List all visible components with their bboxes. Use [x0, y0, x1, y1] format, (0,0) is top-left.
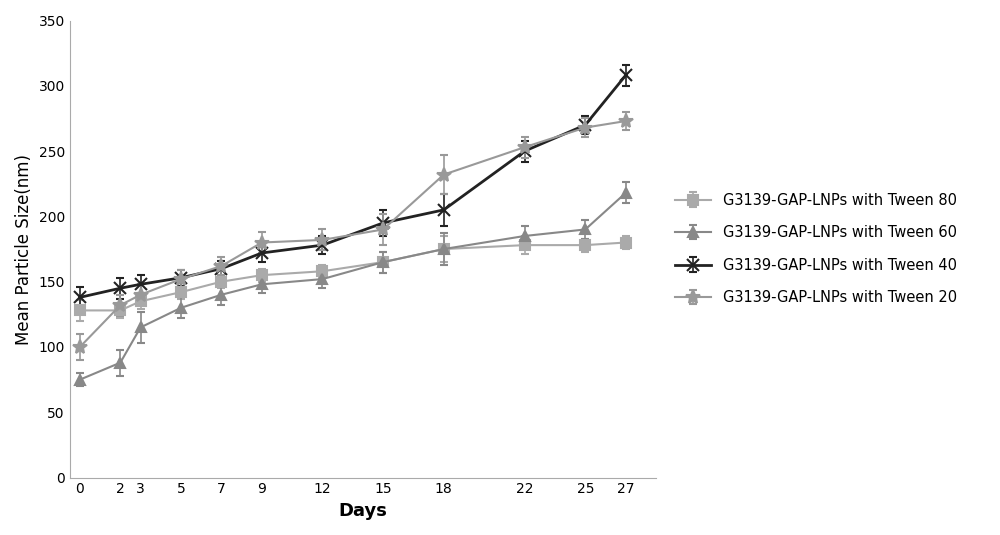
Y-axis label: Mean Particle Size(nm): Mean Particle Size(nm) — [15, 154, 33, 345]
X-axis label: Days: Days — [338, 502, 387, 520]
Legend: G3139-GAP-LNPs with Tween 80, G3139-GAP-LNPs with Tween 60, G3139-GAP-LNPs with : G3139-GAP-LNPs with Tween 80, G3139-GAP-… — [669, 187, 963, 311]
